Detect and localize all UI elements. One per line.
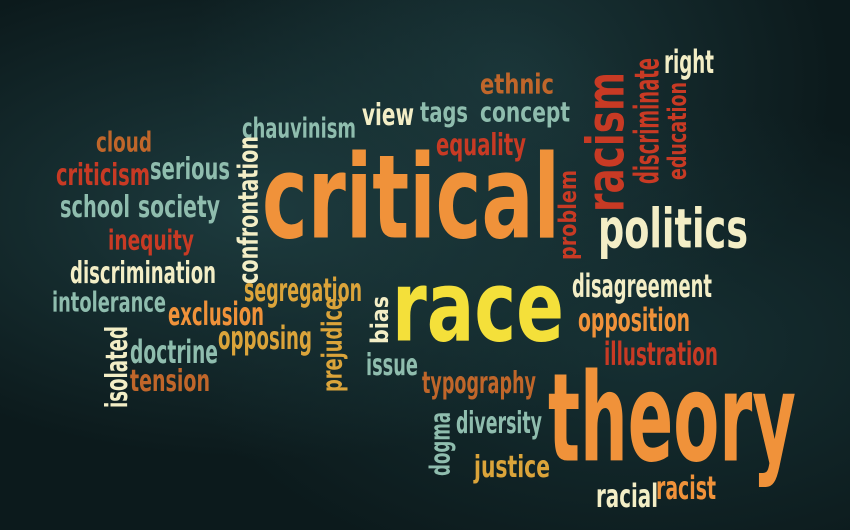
word-right: right — [664, 43, 715, 81]
word-racism: racism — [575, 71, 637, 213]
word-discriminate: discriminate — [626, 57, 667, 184]
word-discrimination: discrimination — [70, 255, 217, 291]
word-illustration: illustration — [604, 335, 719, 373]
word-opposing: opposing — [218, 319, 313, 357]
word-justice: justice — [474, 449, 551, 485]
word-exclusion: exclusion — [168, 295, 265, 333]
word-ethnic: ethnic — [480, 67, 554, 101]
word-typography: typography — [422, 365, 536, 401]
word-intolerance: intolerance — [52, 285, 167, 319]
word-problem: problem — [553, 169, 582, 260]
word-doctrine: doctrine — [130, 333, 219, 371]
word-society: society — [138, 189, 221, 225]
word-issue: issue — [366, 347, 419, 383]
word-diversity: diversity — [456, 405, 543, 441]
word-school: school — [60, 189, 131, 225]
word-concept: concept — [480, 95, 571, 129]
word-cloud: cloud — [96, 125, 153, 159]
word-racist: racist — [656, 469, 717, 507]
word-education: education — [661, 81, 693, 180]
word-bias: bias — [365, 295, 394, 344]
word-opposition: opposition — [578, 301, 691, 339]
word-racial: racial — [596, 477, 658, 515]
word-critical: critical — [262, 129, 561, 266]
word-serious: serious — [150, 151, 231, 187]
word-tags: tags — [420, 95, 469, 129]
word-prejudice: prejudice — [315, 297, 349, 392]
word-view: view — [362, 97, 415, 133]
word-chauvinism: chauvinism — [242, 111, 357, 145]
word-politics: politics — [598, 197, 749, 261]
word-criticism: criticism — [56, 157, 151, 193]
word-tension: tension — [130, 363, 211, 399]
word-confrontation: confrontation — [231, 136, 265, 284]
word-race: race — [392, 249, 565, 364]
word-theory: theory — [548, 347, 797, 490]
word-segregation: segregation — [244, 271, 363, 309]
word-isolated: isolated — [99, 325, 135, 408]
word-equality: equality — [436, 127, 527, 163]
word-disagreement: disagreement — [572, 267, 713, 305]
word-inequity: inequity — [108, 223, 195, 257]
word-dogma: dogma — [423, 411, 457, 476]
